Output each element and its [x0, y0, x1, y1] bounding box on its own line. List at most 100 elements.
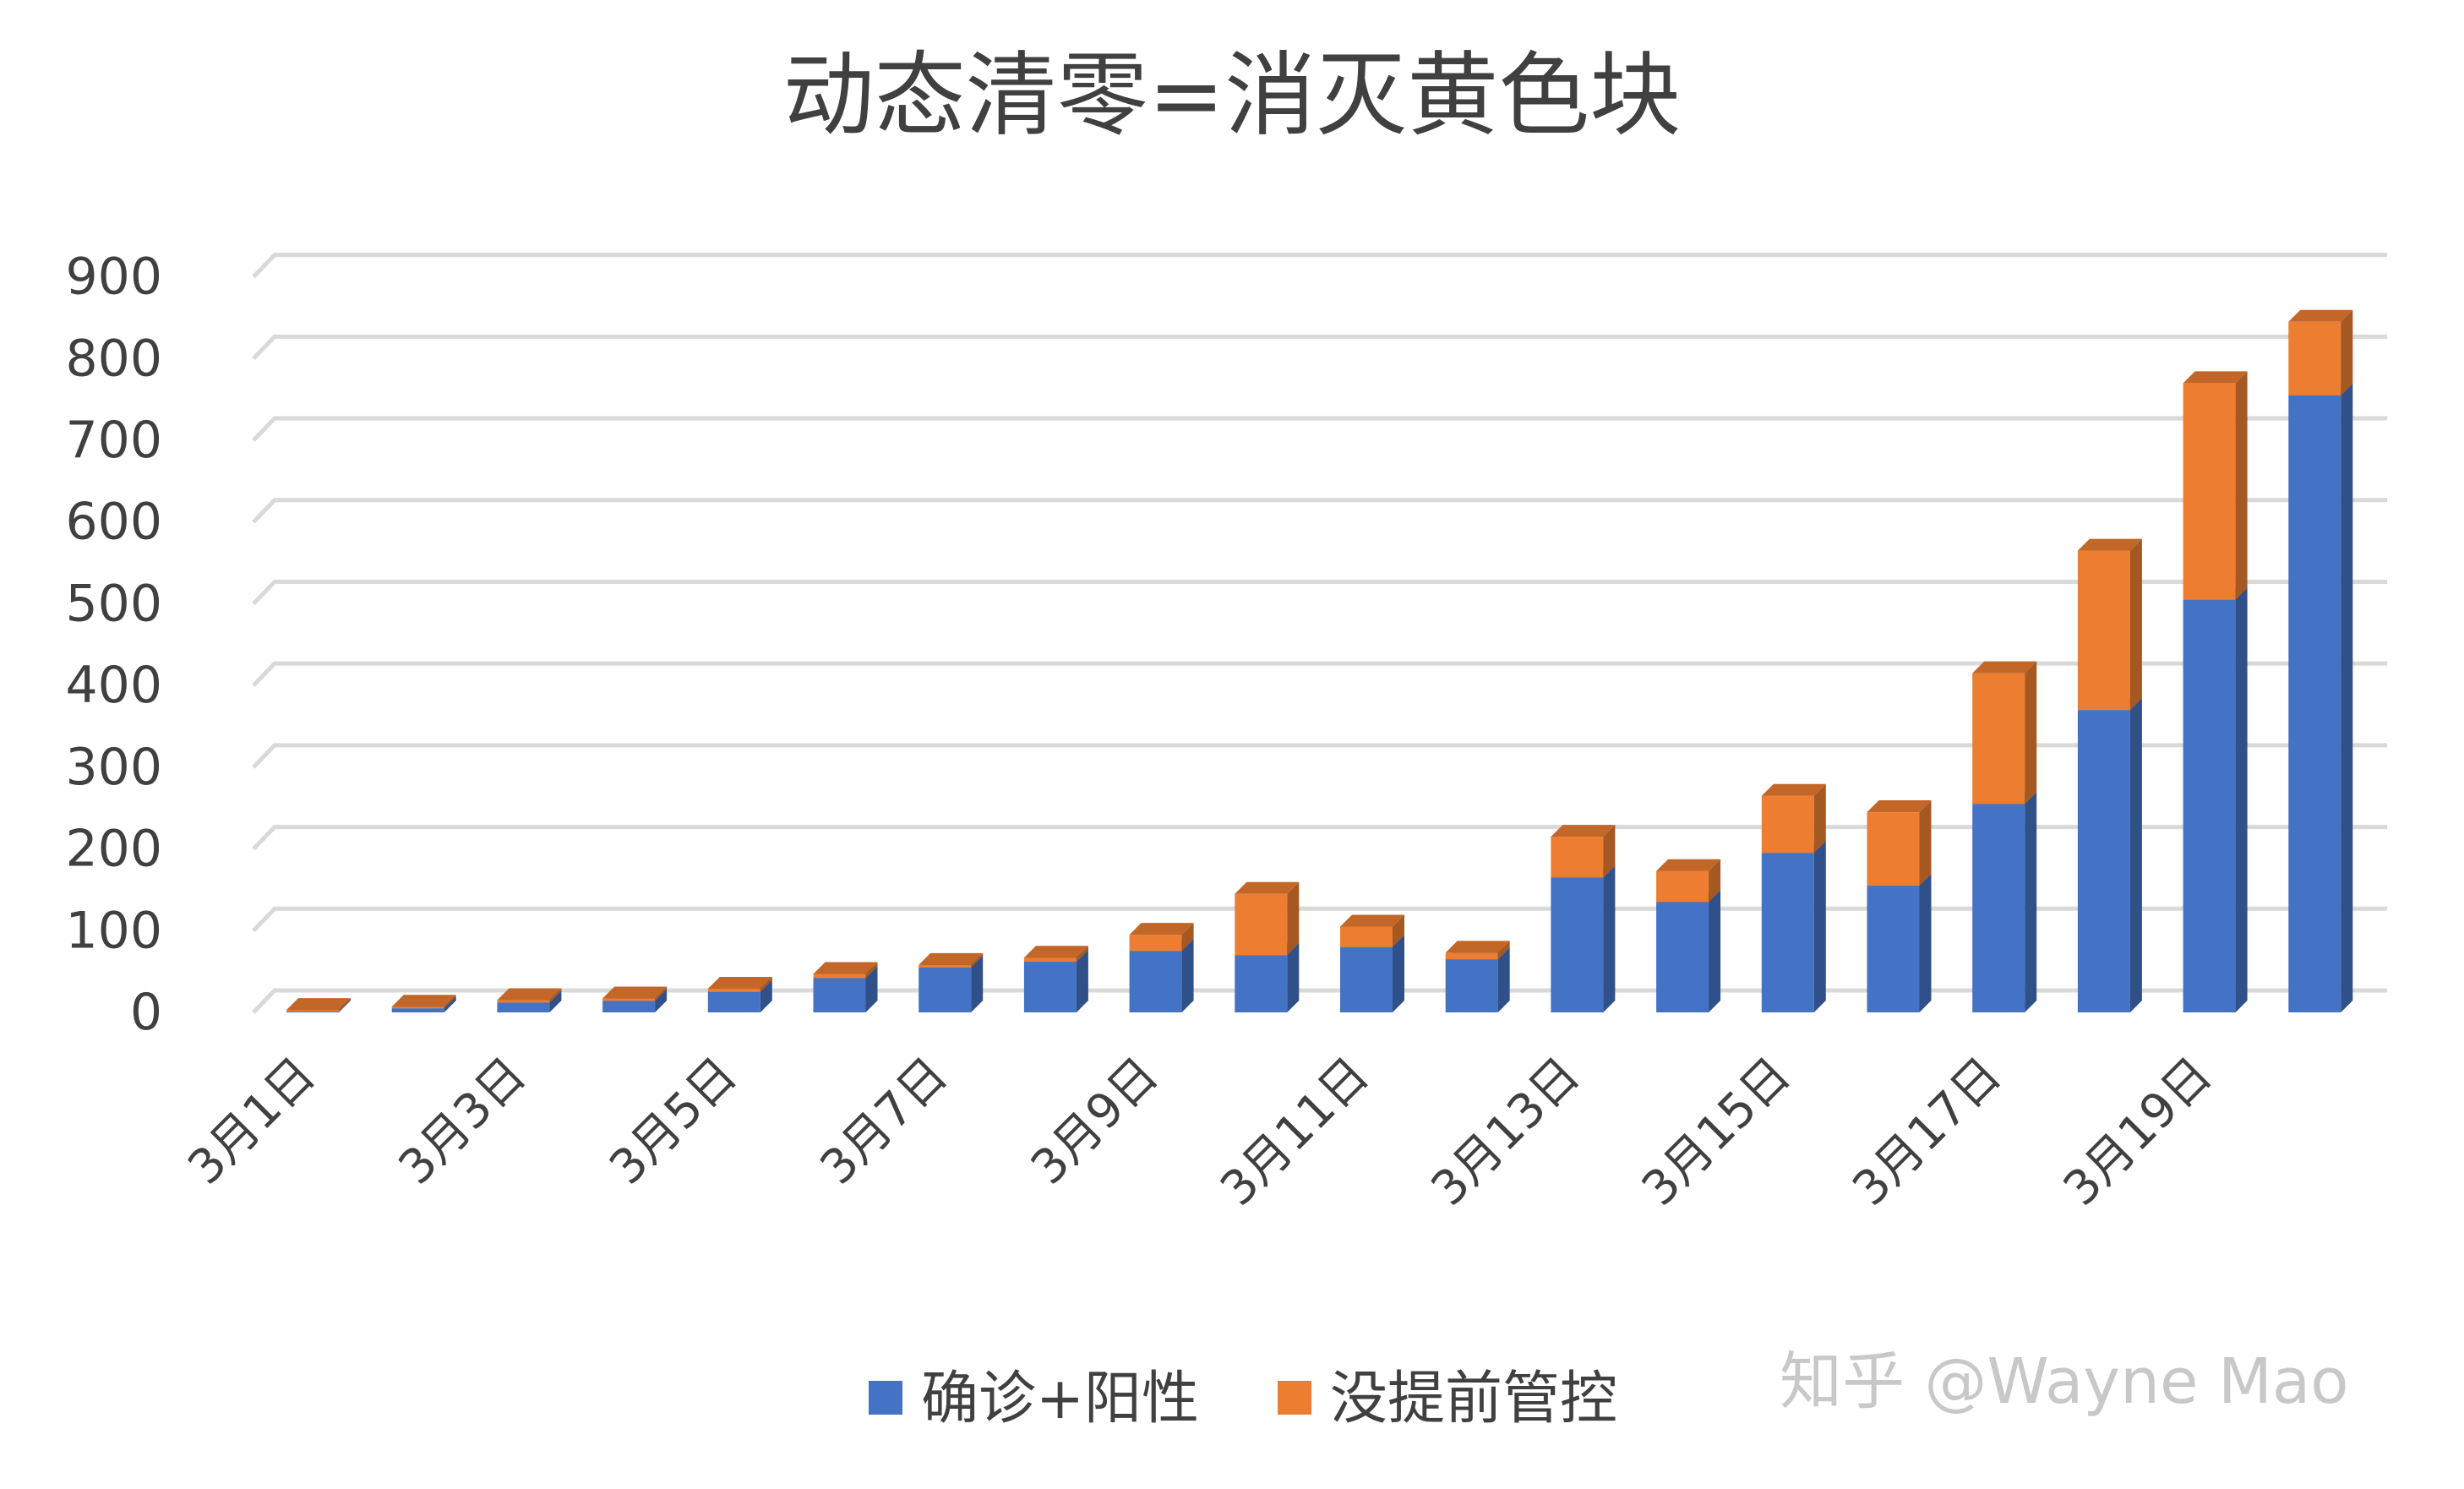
bar-side-face — [2341, 309, 2353, 395]
y-tick-label: 0 — [130, 983, 162, 1042]
bar-front-face — [1867, 812, 1920, 886]
bar-front-face — [497, 1002, 550, 1012]
bar-side-face — [2025, 792, 2037, 1012]
gridline — [252, 253, 2387, 279]
bar-top-face — [1340, 914, 1404, 927]
bar-top-face — [1235, 881, 1300, 894]
bar-side-face — [1076, 950, 1088, 1012]
bar-side-face — [971, 955, 984, 1012]
bar-side-face — [444, 995, 456, 1009]
bar-front-face — [707, 988, 760, 992]
bar-front-face — [1445, 959, 1498, 1012]
bar-front-face — [1340, 926, 1393, 947]
bar-side-face — [2341, 383, 2353, 1013]
bar-side-face — [1709, 890, 1721, 1012]
bar-front-face — [2183, 599, 2236, 1012]
bar-front-face — [707, 991, 760, 1012]
bar-side-face — [1393, 914, 1404, 947]
bar-side-face — [1497, 947, 1510, 1012]
bar-uncontrolled — [813, 962, 878, 979]
y-tick-label: 400 — [65, 656, 162, 715]
x-tick-label: 3月5日 — [599, 1047, 748, 1196]
bar-front-face — [1340, 946, 1393, 1012]
bar-front-face — [2077, 550, 2130, 711]
x-tick-label: 3月1日 — [177, 1047, 326, 1196]
y-axis-ticks: 0 100 200 300 400 500 600 700 800 900 — [65, 248, 162, 1042]
bar-front-face — [1129, 951, 1182, 1012]
x-tick-label: 3月3日 — [389, 1047, 537, 1196]
bar-top-face — [391, 995, 456, 1007]
bar-front-face — [1551, 837, 1604, 878]
bar-uncontrolled — [1656, 859, 1721, 903]
x-tick-label: 3月11日 — [1210, 1047, 1380, 1217]
legend-label-uncontrolled: 没提前管控 — [1330, 1366, 1617, 1432]
x-tick-label: 3月15日 — [1632, 1047, 1802, 1217]
bar-uncontrolled — [1023, 946, 1088, 963]
x-tick-label: 3月7日 — [810, 1047, 959, 1196]
bar-confirmed — [1551, 865, 1616, 1012]
bar-front-face — [1761, 853, 1814, 1012]
bar-side-face — [1181, 923, 1194, 952]
bar-side-face — [1919, 800, 1932, 886]
y-tick-label: 200 — [65, 820, 162, 879]
bar-uncontrolled — [1972, 661, 2037, 804]
gridlines — [252, 253, 2387, 1014]
bar-side-face — [1603, 865, 1616, 1012]
bar-uncontrolled — [1129, 923, 1194, 952]
bar-uncontrolled — [497, 988, 562, 1003]
bar-front-face — [497, 1000, 550, 1003]
gridline — [252, 661, 2387, 687]
bar-top-face — [707, 976, 772, 989]
legend-swatch-confirmed — [869, 1381, 902, 1415]
bar-top-face — [1761, 783, 1826, 796]
bar-confirmed — [2077, 698, 2142, 1012]
bar-top-face — [497, 988, 562, 1001]
bar-side-face — [865, 962, 878, 979]
x-tick-label: 3月17日 — [1842, 1047, 2012, 1217]
bar-side-face — [655, 986, 668, 1001]
bar-top-face — [1445, 941, 1510, 953]
x-tick-label: 3月9日 — [1021, 1047, 1169, 1196]
x-tick-label: 3月19日 — [2053, 1047, 2223, 1217]
bar-top-face — [2077, 538, 2142, 551]
bar-front-face — [1023, 957, 1077, 963]
bar-side-face — [1709, 859, 1721, 903]
bar-uncontrolled — [1445, 941, 1510, 960]
bar-side-face — [1287, 881, 1300, 956]
bar-top-face — [813, 962, 878, 974]
bar-side-face — [2235, 587, 2248, 1012]
gridline — [252, 906, 2387, 933]
bar-front-face — [602, 998, 656, 1001]
bar-side-face — [2129, 538, 2142, 711]
bar-confirmed — [2183, 587, 2248, 1012]
y-tick-label: 300 — [65, 738, 162, 797]
bar-front-face — [813, 974, 866, 979]
y-tick-label: 100 — [65, 901, 162, 960]
bar-confirmed — [1972, 792, 2037, 1012]
chart-title: 动态清零=消灭黄色块 — [783, 43, 1682, 149]
bar-front-face — [919, 964, 972, 968]
bar-side-face — [1813, 841, 1826, 1012]
bar-uncontrolled — [1551, 825, 1616, 878]
bar-side-face — [1813, 783, 1826, 854]
gridline — [252, 988, 2387, 1014]
bar-front-face — [1656, 870, 1709, 903]
bar-uncontrolled — [2077, 538, 2142, 711]
bar-uncontrolled — [391, 995, 456, 1009]
bar-side-face — [339, 998, 351, 1012]
bar-top-face — [286, 998, 351, 1011]
bar-front-face — [2183, 383, 2236, 600]
bar-top-face — [1972, 661, 2037, 674]
x-tick-label: 3月13日 — [1421, 1047, 1591, 1217]
bar-front-face — [1656, 902, 1709, 1012]
y-tick-label: 600 — [65, 493, 162, 552]
bar-top-face — [919, 952, 984, 965]
bar-confirmed — [1656, 890, 1721, 1012]
legend-label-confirmed: 确诊+阳性 — [921, 1366, 1199, 1432]
bar-confirmed — [2288, 383, 2353, 1013]
bar-front-face — [1235, 893, 1288, 956]
bar-side-face — [655, 989, 668, 1012]
bar-side-face — [2129, 698, 2142, 1012]
gridline — [252, 825, 2387, 851]
